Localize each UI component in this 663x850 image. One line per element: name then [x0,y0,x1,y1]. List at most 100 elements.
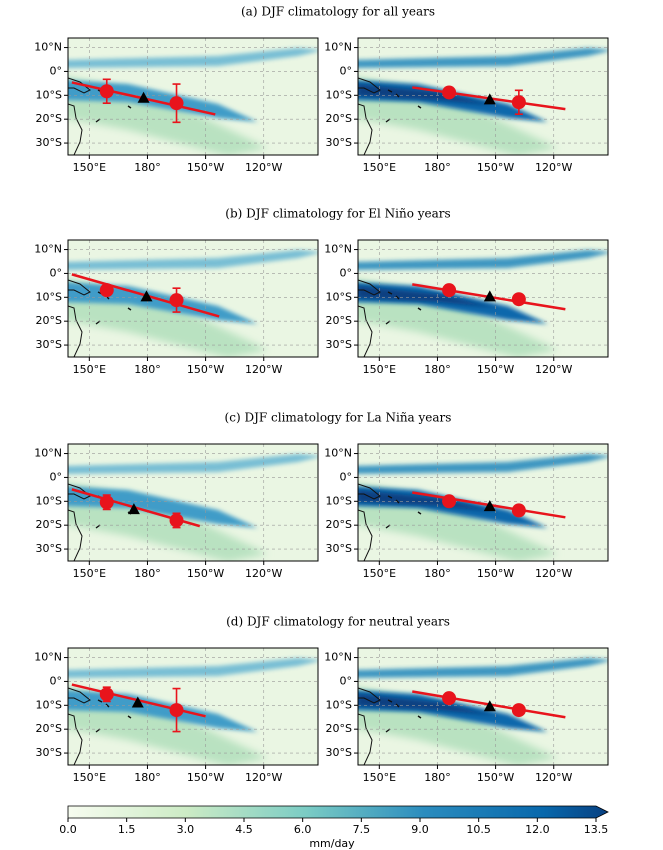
coast-islands [95,291,132,325]
frame [67,443,319,562]
map-panel: 150°E 180° 150°W 120°W 10°N 0° 10°S 20°S 30°S [34,37,319,174]
colorbar-tick-label: 7.5 [353,823,371,836]
x-tick-label: 120°W [245,567,282,580]
x-tick-label: 120°W [245,771,282,784]
triangle-marker [137,91,150,103]
x-tick-label: 180° [424,567,451,580]
y-tick-label: 0° [50,64,63,77]
frame [67,239,319,358]
coast-islands [385,699,422,733]
y-tick-label: 10°N [324,41,352,54]
triangle-marker [483,93,496,105]
y-tick-label: 30°S [326,338,352,351]
point [511,503,526,518]
colorbar-tick-label: 12.0 [525,823,550,836]
point [511,703,526,718]
colorbar-label: mm/day [309,837,355,850]
coast-islands [385,89,422,123]
y-tick-label: 10°S [326,494,352,507]
y-tick-label: 10°S [36,494,62,507]
coast-png [358,77,381,94]
triangle-marker [131,696,144,708]
colorbar-tick-label: 6.0 [294,823,312,836]
precip-field [358,648,608,765]
colorbar-tick-label: 13.5 [584,823,609,836]
spcz [68,80,258,122]
colorbar-tick-label: 1.5 [118,823,136,836]
colorbar-tick-label: 3.0 [177,823,195,836]
frame [67,647,319,766]
point [99,687,114,702]
y-tick-label: 10°N [324,243,352,256]
coast-png [68,279,91,296]
y-tick-label: 30°S [326,542,352,555]
y-tick-label: 30°S [326,746,352,759]
triangle-marker [483,700,496,712]
itcz [68,48,318,68]
itcz [68,454,318,474]
y-tick-label: 30°S [326,136,352,149]
x-tick-label: 150°E [73,567,106,580]
spcz [68,690,258,732]
precip-field [358,38,608,155]
x-tick-label: 180° [134,771,161,784]
precip-field [68,38,318,155]
precip-field [358,444,608,561]
x-tick-label: 120°W [245,363,282,376]
x-tick-label: 150°E [363,771,396,784]
coast-aus [358,713,373,765]
point [99,283,114,298]
y-tick-label: 0° [50,266,63,279]
x-tick-label: 150°E [363,161,396,174]
y-tick-label: 0° [50,674,63,687]
x-tick-label: 120°W [245,161,282,174]
spcz-core [358,490,498,512]
point [99,495,114,510]
map-panel: 150°E 180° 150°W 120°W 10°N 0° 10°S 20°S 30°S [324,647,609,784]
map-panel: 150°E 180° 150°W 120°W 10°N 0° 10°S 20°S 30°S [324,443,609,580]
itcz [358,48,608,68]
y-tick-label: 20°S [36,314,62,327]
coast-png [358,687,381,704]
y-tick-label: 10°S [326,698,352,711]
coast-aus [358,103,373,155]
x-tick-label: 150°E [363,567,396,580]
x-tick-label: 150°W [477,363,514,376]
colorbar-tick-label: 0.0 [59,823,77,836]
y-tick-label: 10°N [34,651,62,664]
point [511,292,526,307]
y-tick-label: 30°S [36,136,62,149]
point [442,494,457,509]
coast-aus [68,713,83,765]
y-tick-label: 10°S [36,290,62,303]
triangle-marker [127,503,140,515]
y-tick-label: 10°N [34,447,62,460]
spcz-core [358,694,498,716]
y-tick-label: 0° [340,266,353,279]
x-tick-label: 120°W [535,363,572,376]
y-tick-label: 0° [340,470,353,483]
frame [357,647,609,766]
triangle-marker [483,290,496,302]
y-tick-label: 20°S [36,112,62,125]
y-tick-label: 10°S [36,698,62,711]
coast-aus [68,103,83,155]
itcz [358,250,608,270]
map-panel: 150°E 180° 150°W 120°W 10°N 0° 10°S 20°S 30°S [324,37,609,174]
y-tick-label: 30°S [36,542,62,555]
coast-png [358,279,381,296]
x-tick-label: 180° [134,567,161,580]
y-tick-label: 10°N [324,447,352,460]
y-tick-label: 10°S [326,88,352,101]
x-tick-label: 150°W [477,567,514,580]
coast-aus [358,305,373,357]
point [442,691,457,706]
x-tick-label: 180° [424,363,451,376]
y-tick-label: 0° [340,64,353,77]
frame [357,443,609,562]
coast-png [68,687,91,704]
coast-aus [68,509,83,561]
itcz [358,658,608,678]
coast-png [68,77,91,94]
